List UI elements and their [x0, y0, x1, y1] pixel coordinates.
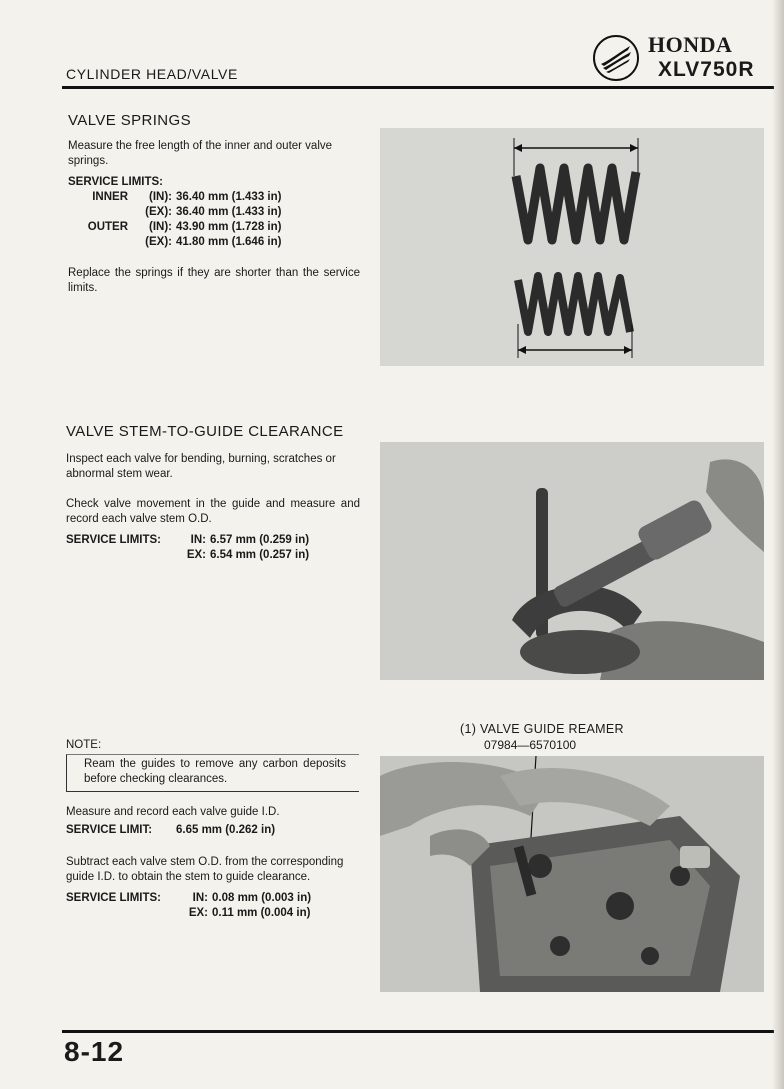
reamer-part-number: 07984—6570100: [484, 738, 577, 752]
valve-springs-limits-label: SERVICE LIMITS:: [68, 176, 163, 188]
header-rule: [62, 86, 774, 89]
limit-value: 6.57 mm (0.259 in): [210, 534, 310, 546]
limit-type: (EX):: [145, 206, 172, 218]
stem-guide-check: Check valve movement in the guide and me…: [66, 498, 360, 525]
limit-row: (EX): 41.80 mm (1.646 in): [84, 235, 285, 250]
guide-limits-table: IN: 0.08 mm (0.003 in) EX: 0.11 mm (0.00…: [180, 891, 315, 921]
cylinder-head-photo: [380, 756, 764, 992]
guide-measure: Measure and record each valve guide I.D.: [66, 806, 280, 818]
guide-limit-label: SERVICE LIMIT:: [66, 824, 153, 836]
limit-name: INNER: [92, 191, 128, 203]
limit-name: [84, 235, 132, 250]
reamer-callout: (1) VALVE GUIDE REAMER: [460, 722, 624, 736]
limit-value: 36.40 mm (1.433 in): [176, 206, 282, 218]
limit-value: 6.54 mm (0.257 in): [210, 549, 310, 561]
stem-guide-limits-label: SERVICE LIMITS:: [66, 534, 161, 546]
valve-springs-replace: Replace the springs if they are shorter …: [68, 267, 360, 294]
limit-row: EX: 6.54 mm (0.257 in): [178, 548, 313, 563]
limit-type: EX:: [186, 549, 206, 561]
limit-type: (IN):: [149, 221, 172, 233]
footer-rule: [62, 1030, 774, 1033]
page-edge-shadow: [772, 0, 784, 1089]
limit-type: IN:: [190, 534, 206, 546]
limit-row: EX: 0.11 mm (0.004 in): [180, 906, 315, 921]
limit-row: INNER (IN): 36.40 mm (1.433 in): [84, 190, 285, 205]
limit-type: IN:: [192, 892, 208, 904]
limit-name: [84, 205, 132, 220]
limit-row: IN: 6.57 mm (0.259 in): [178, 533, 313, 548]
stem-guide-inspect: Inspect each valve for bending, burning,…: [66, 453, 336, 480]
limit-row: OUTER (IN): 43.90 mm (1.728 in): [84, 220, 285, 235]
limit-value: 41.80 mm (1.646 in): [176, 236, 282, 248]
page-number: 8-12: [64, 1036, 125, 1067]
limit-type: (IN):: [149, 191, 172, 203]
micrometer-photo: [380, 442, 764, 680]
valve-springs-limits-table: INNER (IN): 36.40 mm (1.433 in) (EX): 36…: [84, 190, 285, 250]
limit-value: 0.11 mm (0.004 in): [212, 907, 311, 919]
stem-guide-limits-table: IN: 6.57 mm (0.259 in) EX: 6.54 mm (0.25…: [178, 533, 313, 563]
section-title: CYLINDER HEAD/VALVE: [66, 66, 238, 82]
valve-springs-heading: VALVE SPRINGS: [68, 112, 192, 129]
guide-subtract: Subtract each valve stem O.D. from the c…: [66, 856, 344, 883]
limit-row: (EX): 36.40 mm (1.433 in): [84, 205, 285, 220]
limit-type: EX:: [188, 907, 208, 919]
honda-wing-logo: [593, 35, 639, 81]
limit-type: (EX):: [145, 236, 172, 248]
limit-value: 43.90 mm (1.728 in): [176, 221, 282, 233]
limit-value: 0.08 mm (0.003 in): [212, 892, 312, 904]
spring-photo: [380, 128, 764, 366]
valve-springs-intro: Measure the free length of the inner and…: [68, 140, 333, 167]
model-name: XLV750R: [658, 58, 755, 81]
limit-value: 36.40 mm (1.433 in): [176, 191, 282, 203]
limit-name: OUTER: [87, 221, 128, 233]
limit-row: IN: 0.08 mm (0.003 in): [180, 891, 315, 906]
stem-guide-heading: VALVE STEM-TO-GUIDE CLEARANCE: [66, 423, 344, 440]
guide-limits-label: SERVICE LIMITS:: [66, 892, 161, 904]
note-label: NOTE:: [66, 739, 102, 751]
note-box: [66, 754, 359, 792]
brand-name: HONDA: [648, 32, 733, 57]
note-text: Ream the guides to remove any carbon dep…: [84, 758, 346, 785]
guide-limit-value: 6.65 mm (0.262 in): [176, 824, 276, 836]
